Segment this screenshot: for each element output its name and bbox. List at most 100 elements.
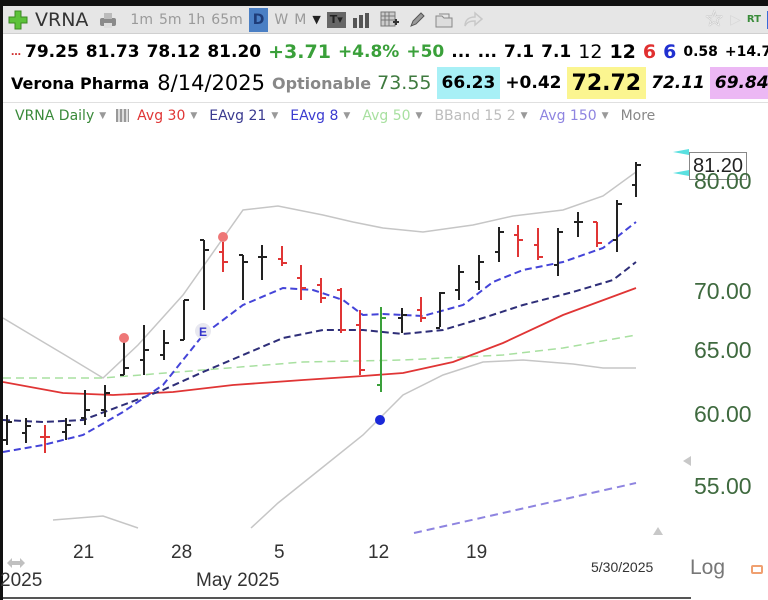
y-axis-label: 70.00 <box>694 278 752 304</box>
bband-lower <box>52 359 636 529</box>
realtime-label: RT <box>746 14 761 25</box>
value-12-a: 12 <box>578 41 603 63</box>
indicator-avg50[interactable]: Avg 50 ▼ <box>362 108 422 124</box>
add-icon[interactable] <box>7 9 29 31</box>
value-6-blue: 6 <box>663 41 677 63</box>
indicator-avg30[interactable]: Avg 30 ▼ <box>137 108 197 124</box>
value-12-b: 12 <box>609 41 636 63</box>
value-0-58: 0.58 <box>683 44 718 60</box>
value-73-55: 73.55 <box>377 72 432 94</box>
price-chart[interactable]: E <box>3 128 768 600</box>
end-date-label: 5/30/2025 <box>591 559 654 575</box>
value-66-23: 66.23 <box>436 67 501 99</box>
value-7-1-b: 7.1 <box>541 42 572 62</box>
y-axis-label: 55.00 <box>694 473 752 499</box>
period-monthly[interactable]: M <box>294 11 307 28</box>
x-axis-label: 12 <box>368 542 390 563</box>
ohlc-bars <box>3 162 641 445</box>
chevron-down-icon: ▼ <box>99 110 107 121</box>
period-5m[interactable]: 5m <box>158 11 182 28</box>
scroll-left-arrow <box>683 456 691 466</box>
period-weekly[interactable]: W <box>274 11 289 28</box>
ellipsis-1: ... <box>451 42 471 62</box>
bar-chart-icon[interactable] <box>352 12 372 28</box>
chevron-down-icon: ▼ <box>343 110 351 121</box>
bottom-divider <box>3 597 691 599</box>
lock-icon[interactable] <box>751 565 763 574</box>
earnings-date: 8/14/2025 <box>157 71 265 95</box>
indicator-label: EAvg 8 <box>290 107 339 124</box>
month-label: May 2025 <box>196 570 280 591</box>
last-price-box: 81.20 <box>689 152 748 180</box>
earnings-marker-bg <box>195 323 211 339</box>
change-value: +3.71 <box>268 41 331 63</box>
window-top-border <box>3 0 768 6</box>
indicator-label: Avg 50 <box>362 107 411 124</box>
period-65m[interactable]: 65m <box>211 11 243 28</box>
period-1h[interactable]: 1h <box>187 11 206 28</box>
zoom-scroll-icon <box>7 558 25 568</box>
chevron-down-icon: ▼ <box>271 110 279 121</box>
quote-row: … 79.25 81.73 78.12 81.20 +3.71 +4.8% +5… <box>3 38 768 66</box>
ohlc-bars-down <box>40 221 602 453</box>
blue-dot-marker <box>375 415 385 425</box>
grid-settings-icon[interactable] <box>116 109 130 122</box>
indicator-label: BBand 15 2 <box>434 107 516 124</box>
high-value: 81.73 <box>85 42 140 62</box>
avg50-line <box>3 334 637 379</box>
value-7-1-a: 7.1 <box>504 42 535 62</box>
indicator-avg150[interactable]: Avg 150 ▼ <box>540 108 609 124</box>
optionable-label: Optionable <box>271 73 372 93</box>
y-axis-label: 65.00 <box>694 337 752 363</box>
value-0-42: +0.42 <box>505 73 562 93</box>
close-value: 81.20 <box>207 42 262 62</box>
eavg8-line <box>3 221 637 453</box>
scroll-up-arrow <box>653 527 663 535</box>
indicator-bband[interactable]: BBand 15 2 ▼ <box>434 108 527 124</box>
text-tool-icon[interactable]: T▾ <box>326 11 346 28</box>
x-axis-label: 28 <box>171 542 193 563</box>
indicator-eavg8[interactable]: EAvg 8 ▼ <box>290 108 350 124</box>
pencil-icon[interactable] <box>408 11 426 29</box>
share-icon[interactable] <box>462 10 484 29</box>
chart-name-dropdown[interactable]: VRNA Daily ▼ <box>15 108 106 124</box>
grid-add-icon[interactable] <box>380 11 400 29</box>
company-name: Verona Pharma <box>11 73 150 93</box>
indicator-label: EAvg 21 <box>209 107 267 124</box>
more-button[interactable]: More <box>620 107 656 124</box>
x-axis-label: 21 <box>73 542 95 563</box>
star-icon[interactable]: ☆ <box>704 7 725 32</box>
pink-marker <box>119 333 129 343</box>
bband-upper <box>3 171 637 379</box>
more-dots-icon[interactable]: … <box>11 46 21 58</box>
chevron-down-icon: ▼ <box>601 110 609 121</box>
period-daily[interactable]: D <box>248 7 269 32</box>
avg30-line <box>3 287 637 396</box>
chevron-down-icon: ▼ <box>415 110 423 121</box>
indicator-bar: VRNA Daily ▼ Avg 30 ▼ EAvg 21 ▼ EAvg 8 ▼ Avg… <box>3 102 768 128</box>
chevron-down-icon: ▼ <box>520 110 528 121</box>
month-label: 2025 <box>0 570 43 591</box>
period-1m[interactable]: 1m <box>130 11 153 28</box>
value-72-72: 72.72 <box>566 67 647 99</box>
ohlc-bar-up-volume <box>377 307 386 392</box>
period-dropdown-icon[interactable]: ▼ <box>312 13 321 26</box>
indicator-eavg21[interactable]: EAvg 21 ▼ <box>209 108 278 124</box>
price-marker-cyan <box>673 149 689 176</box>
folder-icon[interactable] <box>434 11 454 29</box>
chart-name-label: VRNA Daily <box>15 107 95 124</box>
avg150-line <box>413 482 637 534</box>
toolbar: VRNA 1m 5m 1h 65m D W M ▼ T▾ ☆ ▷ RT <box>3 6 768 34</box>
log-scale-toggle[interactable]: Log <box>690 556 726 579</box>
ellipsis-2: ... <box>477 42 497 62</box>
value-14-7: +14.7 <box>724 44 768 60</box>
low-value: 78.12 <box>146 42 201 62</box>
earnings-marker: E <box>199 325 207 339</box>
rank-change-value: +50 <box>406 42 445 62</box>
flag-icon[interactable]: ▷ <box>730 11 741 28</box>
symbol-input[interactable]: VRNA <box>35 8 89 31</box>
change-pct-value: +4.8% <box>337 42 400 62</box>
print-icon[interactable] <box>98 11 118 29</box>
x-axis-label: 5 <box>274 542 285 563</box>
